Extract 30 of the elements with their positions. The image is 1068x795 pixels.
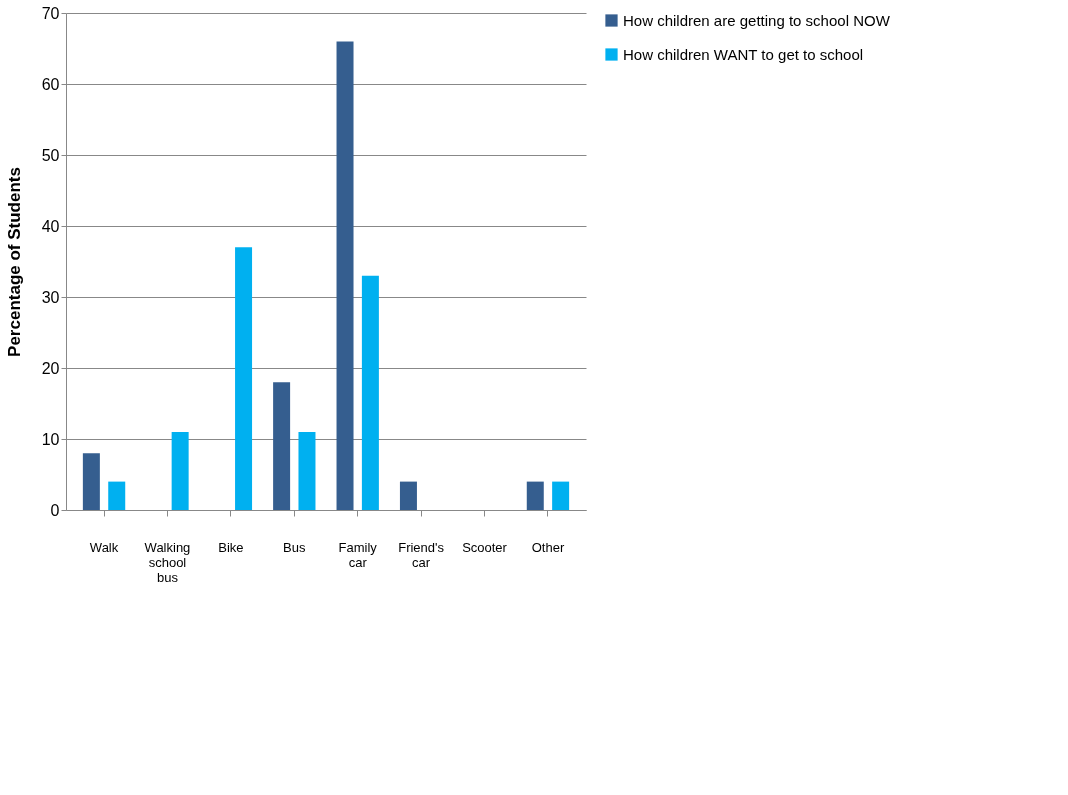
bar [361,275,379,510]
y-tick-label: 10 [41,430,60,448]
x-tick-label: Other [531,539,565,555]
bar [526,481,544,510]
bar [336,41,354,510]
y-tick-label: 40 [41,217,60,235]
y-axis-title: Percentage of Students [4,167,24,357]
bar [108,481,126,510]
y-tick-label: 70 [41,4,60,22]
bar [171,431,189,510]
bar [399,481,417,510]
bar [82,453,100,510]
y-tick-label: 30 [41,288,60,306]
y-tick-label: 20 [41,359,60,377]
y-tick-label: 60 [41,75,60,93]
x-tick-label: Scooter [462,539,508,555]
bar [552,481,570,510]
bar [235,247,253,510]
x-tick-label: Walk [89,539,119,555]
legend-label: How children WANT to get to school [623,45,864,63]
y-tick-label: 0 [50,501,60,519]
x-tick-label: Bike [218,539,244,555]
bar [298,431,316,510]
x-tick-label: Walking school bus [144,539,191,585]
legend-label: How children are getting to school NOW [623,11,891,29]
x-tick-label: Friend's car [398,539,445,570]
x-tick-label: Bus [283,539,306,555]
x-tick-label: Family car [338,539,378,570]
bar [273,382,291,510]
y-tick-label: 50 [41,146,60,164]
